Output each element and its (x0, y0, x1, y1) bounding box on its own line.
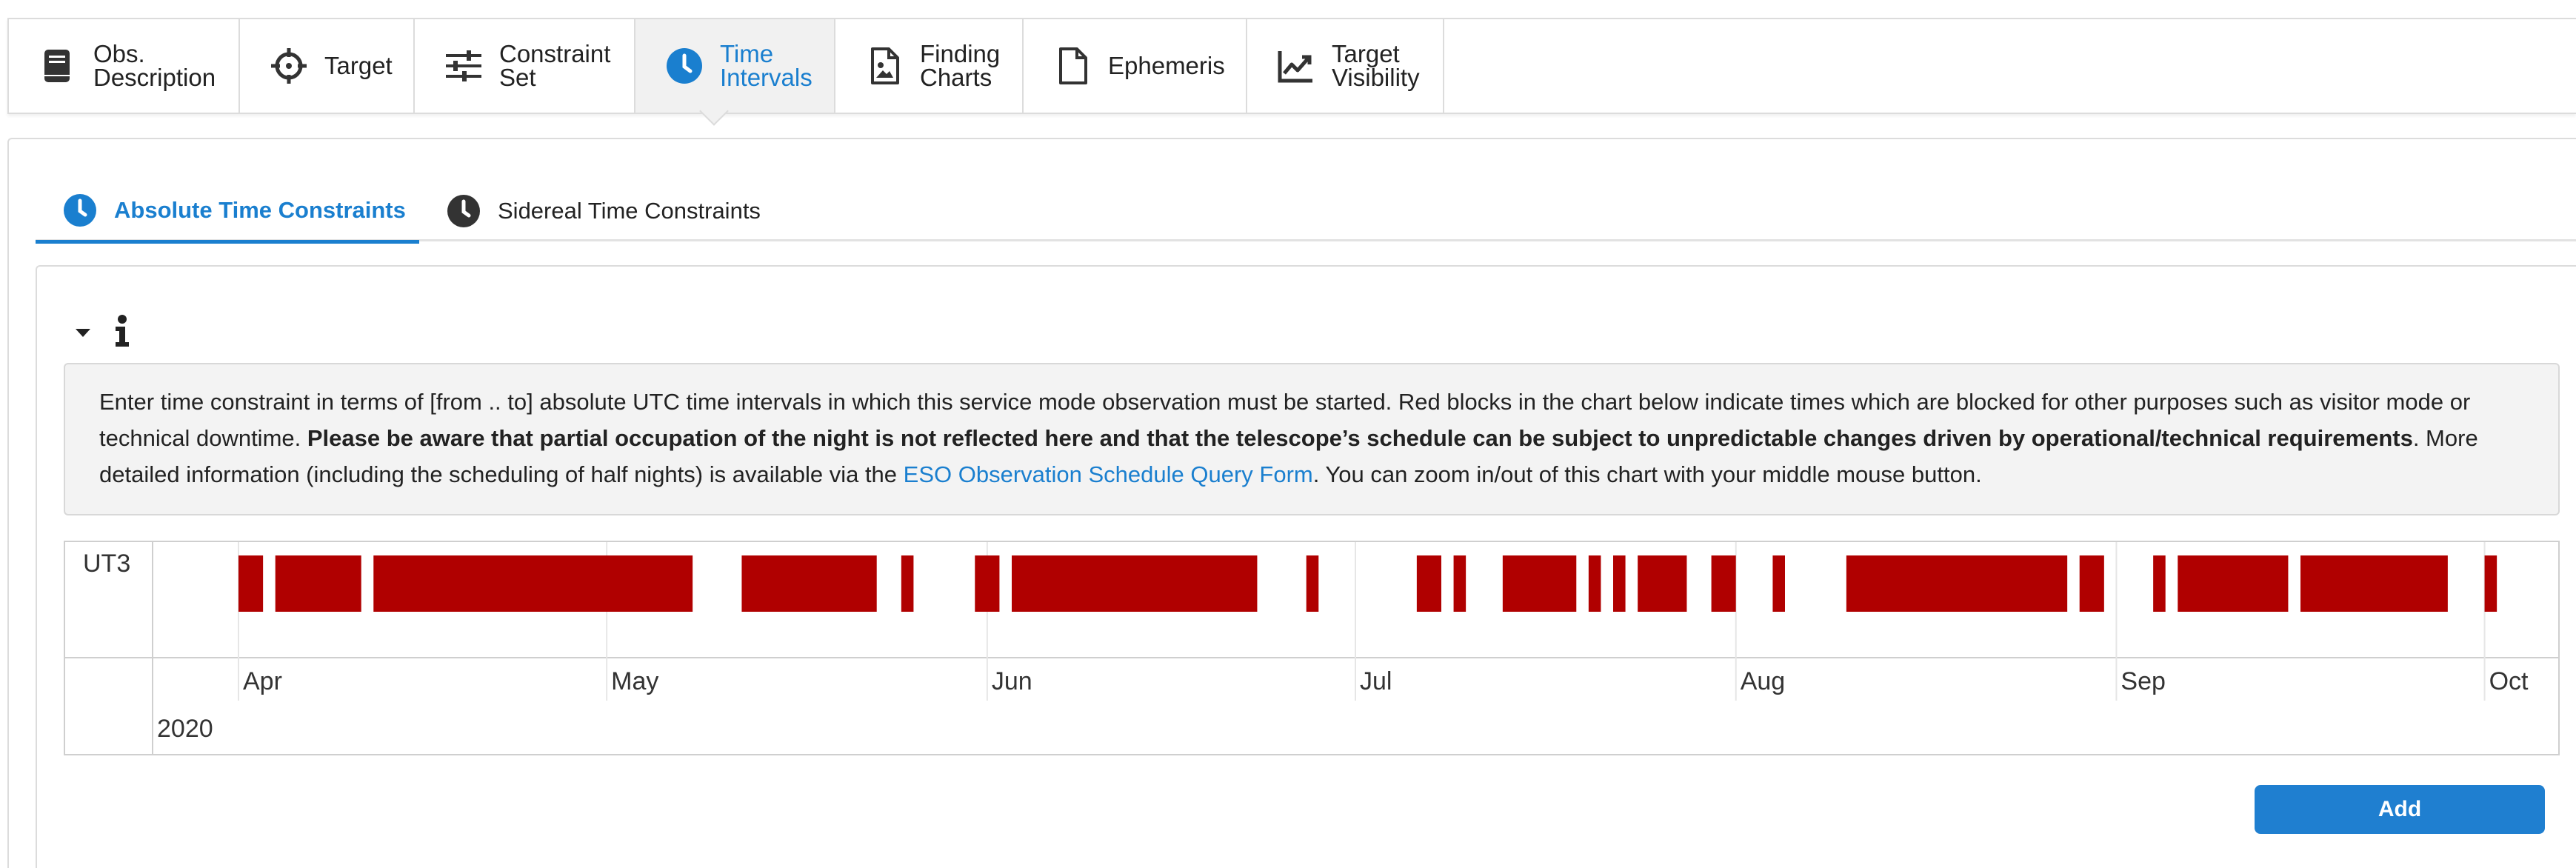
blocked-interval-bar (2178, 555, 2289, 612)
blocked-interval-bar (901, 555, 914, 612)
tab-label-line1: Time (720, 40, 774, 67)
tab-label-line1: Target (1332, 40, 1400, 67)
blocked-interval-bar (238, 555, 264, 612)
blocked-interval-bar (275, 555, 361, 612)
tab-obs-description[interactable]: Obs. Description (9, 19, 240, 113)
timeline-chart: Apr May Jun Jul Aug Sep Oct UT3 2020 (65, 542, 2558, 754)
month-tick-label: May (611, 667, 658, 695)
blocked-interval-bar (1416, 555, 1441, 612)
tab-label-line1: Obs. (93, 40, 145, 67)
blocked-interval-bar (2079, 555, 2104, 612)
clock-icon (64, 194, 96, 227)
month-tick-label: Jun (992, 667, 1032, 695)
sliders-icon (446, 50, 481, 81)
month-tick-label: Apr (243, 667, 282, 695)
tab-label-line2: Set (499, 64, 536, 91)
info-text: . You can zoom in/out of this chart with… (1312, 461, 1982, 487)
blocked-interval-bar (1588, 555, 1601, 612)
tab-label-line2: Description (93, 64, 216, 91)
blocked-interval-bar (741, 555, 877, 612)
blocked-interval-bar (2300, 555, 2448, 612)
document-icon (44, 50, 70, 82)
info-text: Enter time constraint in terms of [from … (99, 389, 2471, 451)
blocked-interval-bar (2484, 555, 2497, 612)
blocked-interval-bar (975, 555, 1000, 612)
tab-constraint-set[interactable]: Constraint Set (415, 19, 635, 113)
tab-finding-charts[interactable]: Finding Charts (835, 19, 1024, 113)
blocked-interval-bar (1711, 555, 1736, 612)
line-chart-icon (1278, 51, 1312, 83)
month-tick-label: Sep (2120, 667, 2166, 695)
tab-label-line1: Ephemeris (1108, 52, 1225, 79)
clock-icon (447, 195, 480, 227)
month-tick-label: Oct (2489, 667, 2529, 695)
tab-absolute-time-constraints[interactable]: Absolute Time Constraints (36, 181, 419, 244)
tab-time-intervals[interactable]: Time Intervals (635, 19, 835, 113)
blocked-interval-bar (1012, 555, 1258, 612)
tab-label-line1: Constraint (499, 40, 611, 67)
crosshair-icon (271, 48, 307, 84)
info-icon (116, 315, 129, 347)
blocked-interval-bar (2153, 555, 2166, 612)
info-text: . More detailed information (including t… (99, 425, 2478, 487)
blocked-interval-bar (1846, 555, 2068, 612)
blocked-interval-bar (1502, 555, 1577, 612)
info-note: Enter time constraint in terms of [from … (64, 363, 2560, 515)
month-tick-label: Aug (1741, 667, 1786, 695)
tab-label-line1: Finding (920, 40, 1001, 67)
top-tab-bar: Obs. Description Target Constraint Set (7, 18, 2576, 114)
tab-target[interactable]: Target (240, 19, 415, 113)
constraint-subtabs: Absolute Time Constraints Sidereal Time … (36, 181, 2576, 244)
blocked-times-timeline[interactable]: Apr May Jun Jul Aug Sep Oct UT3 2020 (64, 541, 2560, 755)
year-label: 2020 (157, 715, 213, 743)
tab-label: Absolute Time Constraints (114, 197, 406, 223)
collapse-caret-icon[interactable] (74, 324, 92, 342)
add-button[interactable]: Add (2255, 785, 2545, 834)
blocked-interval-bar (1613, 555, 1626, 612)
row-label: UT3 (83, 550, 130, 578)
blocked-interval-bar (1638, 555, 1687, 612)
month-tick-label: Jul (1360, 667, 1392, 695)
image-file-icon (871, 47, 899, 84)
info-warning: Please be aware that partial occupation … (307, 425, 2413, 451)
blocked-interval-bar (373, 555, 693, 612)
blocked-interval-bar (1772, 555, 1785, 612)
blocked-interval-bar (1306, 555, 1319, 612)
tab-label-line1: Target (324, 52, 393, 79)
file-icon (1059, 47, 1087, 84)
tab-label-line2: Intervals (720, 64, 812, 91)
blocked-interval-bar (1453, 555, 1466, 612)
tab-label-line2: Charts (920, 64, 992, 91)
absolute-constraints-content: Enter time constraint in terms of [from … (36, 265, 2576, 868)
tab-label-line2: Visibility (1332, 64, 1420, 91)
tab-target-visibility[interactable]: Target Visibility (1247, 19, 1444, 113)
time-intervals-panel: Absolute Time Constraints Sidereal Time … (7, 138, 2576, 868)
clock-icon (667, 48, 702, 84)
tab-label: Sidereal Time Constraints (498, 198, 761, 224)
schedule-query-link[interactable]: ESO Observation Schedule Query Form (903, 461, 1313, 487)
tab-sidereal-time-constraints[interactable]: Sidereal Time Constraints (419, 181, 790, 241)
tab-ephemeris[interactable]: Ephemeris (1024, 19, 1247, 113)
